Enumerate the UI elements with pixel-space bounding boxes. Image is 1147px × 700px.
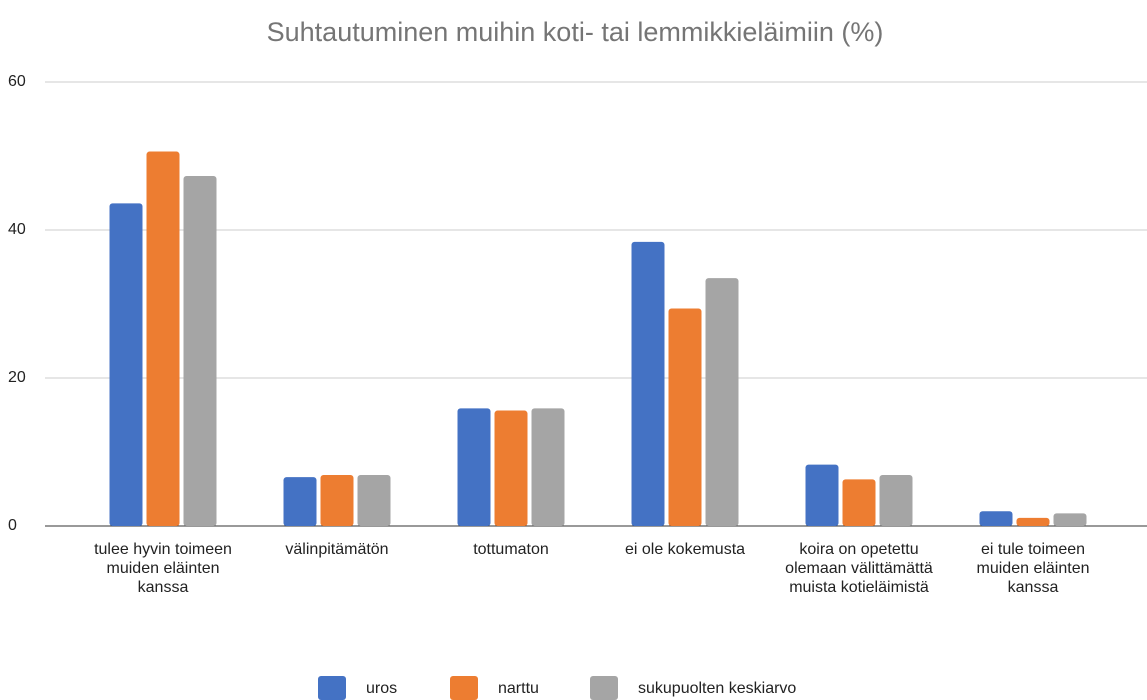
x-tick-label: tulee hyvin toimeen muiden eläinten kans…	[94, 541, 232, 596]
x-tick-label: ei tule toimeen muiden eläinten kanssa	[976, 541, 1090, 596]
x-tick-label: koira on opetettu olemaan välittämättä m…	[785, 541, 933, 596]
legend-label: sukupuolten keskiarvo	[638, 680, 796, 697]
bar	[631, 241, 665, 526]
bar	[805, 464, 839, 526]
bar	[320, 474, 354, 526]
bar	[1053, 513, 1087, 526]
bar	[842, 479, 876, 526]
legend-swatch	[590, 676, 618, 700]
bar	[183, 175, 217, 527]
bar	[109, 203, 143, 527]
y-tick-label: 0	[8, 517, 17, 534]
bar	[146, 151, 180, 526]
legend-label: uros	[366, 680, 397, 697]
bar	[357, 474, 391, 526]
bar	[457, 408, 491, 526]
bar	[879, 474, 913, 526]
bar	[979, 511, 1013, 526]
legend-swatch	[318, 676, 346, 700]
x-tick-label: tottumaton	[473, 541, 549, 558]
x-tick-label: ei ole kokemusta	[624, 541, 746, 558]
bar	[1016, 517, 1050, 526]
y-tick-label: 60	[8, 73, 26, 90]
bar	[283, 477, 317, 526]
y-tick-label: 20	[8, 369, 26, 386]
legend-swatch	[450, 676, 478, 700]
y-tick-label: 40	[8, 221, 26, 238]
bar	[531, 408, 565, 526]
legend-label: narttu	[498, 680, 539, 697]
bar	[705, 278, 739, 526]
bar	[668, 308, 702, 526]
chart-title: Suhtautuminen muihin koti- tai lemmikkie…	[267, 17, 884, 47]
x-tick-label: välinpitämätön	[285, 541, 389, 558]
bar	[494, 410, 528, 526]
